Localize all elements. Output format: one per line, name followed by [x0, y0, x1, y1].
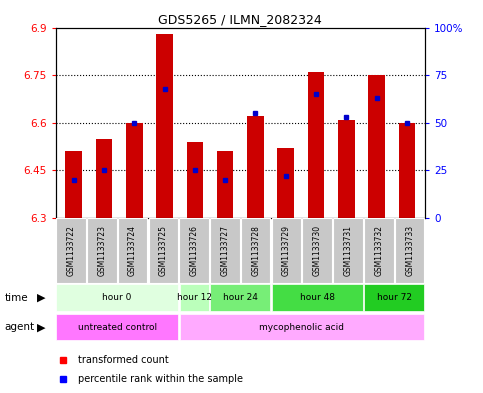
Bar — [186, 142, 203, 218]
Text: mycophenolic acid: mycophenolic acid — [259, 323, 344, 332]
Bar — [395, 218, 425, 283]
Text: untreated control: untreated control — [78, 323, 156, 332]
Bar — [217, 151, 233, 218]
Bar — [272, 285, 363, 311]
Text: GSM1133722: GSM1133722 — [67, 225, 75, 276]
Text: GSM1133730: GSM1133730 — [313, 225, 322, 276]
Text: hour 72: hour 72 — [377, 293, 412, 302]
Text: ▶: ▶ — [37, 322, 45, 332]
Bar — [180, 285, 209, 311]
Text: ▶: ▶ — [37, 293, 45, 303]
Text: GSM1133729: GSM1133729 — [282, 225, 291, 276]
Text: GSM1133725: GSM1133725 — [159, 225, 168, 276]
Text: GSM1133728: GSM1133728 — [251, 225, 260, 276]
Title: GDS5265 / ILMN_2082324: GDS5265 / ILMN_2082324 — [158, 13, 322, 26]
Bar — [180, 314, 424, 340]
Bar — [277, 148, 294, 218]
Bar — [333, 218, 363, 283]
Bar — [338, 119, 355, 218]
Text: hour 48: hour 48 — [300, 293, 335, 302]
Bar — [56, 218, 85, 283]
Text: GSM1133731: GSM1133731 — [343, 225, 353, 276]
Bar — [364, 285, 424, 311]
Bar — [241, 218, 270, 283]
Bar — [126, 123, 142, 218]
Bar — [96, 139, 113, 218]
Text: time: time — [5, 293, 28, 303]
Text: GSM1133724: GSM1133724 — [128, 225, 137, 276]
Text: hour 12: hour 12 — [177, 293, 212, 302]
Bar — [302, 218, 332, 283]
Text: GSM1133732: GSM1133732 — [374, 225, 384, 276]
Bar — [368, 75, 385, 218]
Text: GSM1133733: GSM1133733 — [405, 225, 414, 276]
Text: GSM1133727: GSM1133727 — [220, 225, 229, 276]
Text: percentile rank within the sample: percentile rank within the sample — [78, 374, 243, 384]
Bar — [149, 218, 178, 283]
Text: GSM1133726: GSM1133726 — [190, 225, 199, 276]
Bar — [308, 72, 325, 218]
Bar — [272, 218, 301, 283]
Bar — [57, 314, 178, 340]
Bar — [118, 218, 147, 283]
Bar — [87, 218, 116, 283]
Text: hour 0: hour 0 — [102, 293, 132, 302]
Bar — [210, 218, 240, 283]
Bar — [179, 218, 209, 283]
Bar — [247, 116, 264, 218]
Text: transformed count: transformed count — [78, 354, 169, 365]
Bar — [156, 34, 173, 218]
Bar — [211, 285, 270, 311]
Bar — [364, 218, 394, 283]
Bar — [57, 285, 178, 311]
Bar — [398, 123, 415, 218]
Text: agent: agent — [5, 322, 35, 332]
Text: hour 24: hour 24 — [223, 293, 258, 302]
Text: GSM1133723: GSM1133723 — [97, 225, 106, 276]
Bar — [65, 151, 82, 218]
